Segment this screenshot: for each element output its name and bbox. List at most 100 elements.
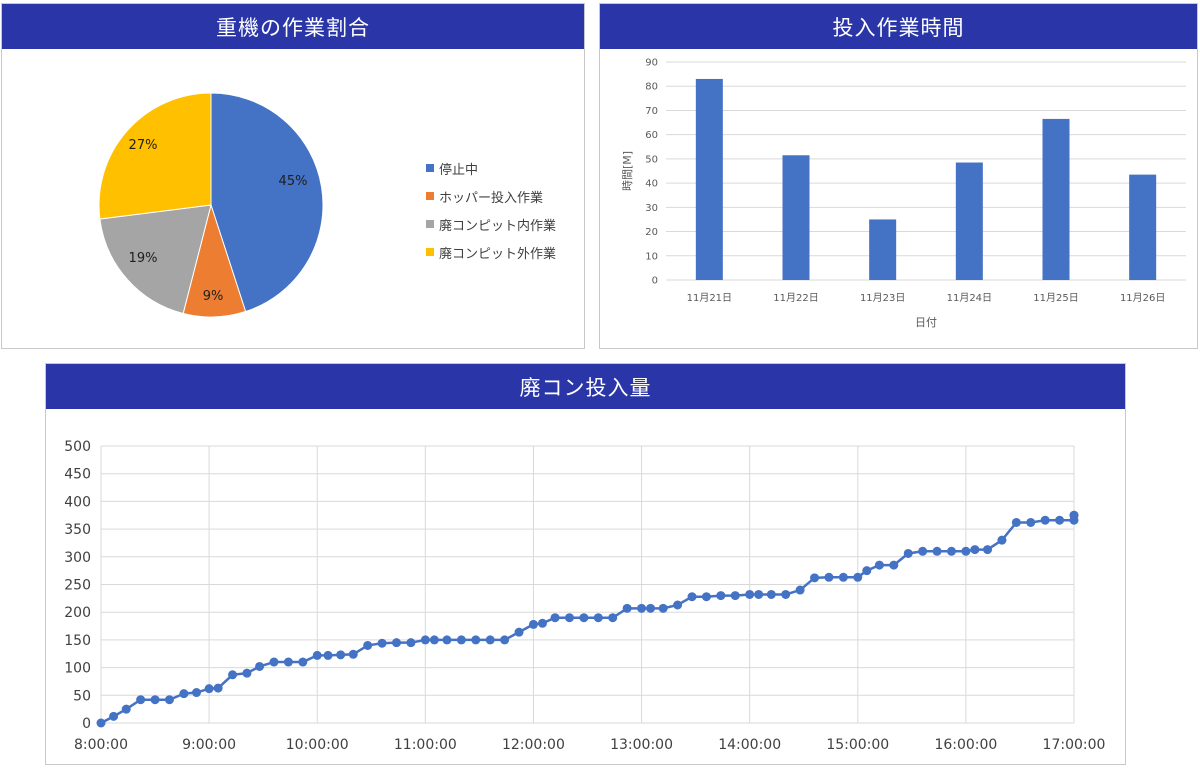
line-x-tick-label: 10:00:00 (286, 737, 349, 753)
line-point (191, 688, 201, 698)
line-point (298, 657, 308, 667)
line-point (970, 545, 980, 555)
legend-swatch-orange (426, 192, 434, 200)
line-point (730, 591, 740, 601)
line-point (1069, 510, 1079, 520)
bar-y-tick-label: 60 (645, 130, 658, 141)
bar-x-tick-label: 11月21日 (687, 292, 732, 304)
bar-chart: 0 10 20 30 40 50 60 70 80 90 11月21日 11月22日 11月23日 11月… (621, 58, 1186, 329)
line-point (593, 613, 603, 623)
line-point (795, 585, 805, 595)
bar-y-tick-label: 50 (645, 154, 658, 165)
legend-swatch-yellow (426, 248, 434, 256)
bar-y-tick-label: 70 (645, 106, 658, 117)
bar (695, 78, 723, 280)
bar-y-tick-label: 40 (645, 179, 658, 190)
line-point (204, 684, 214, 694)
line-x-tick-label: 14:00:00 (718, 737, 781, 753)
line-point (766, 589, 776, 599)
line-x-tick-label: 12:00:00 (502, 737, 565, 753)
bar-chart-panel: 投入作業時間 0 10 20 30 40 50 60 70 80 90 11月21日 11月22日 11… (599, 3, 1198, 349)
line-point (420, 635, 430, 645)
line-point (874, 560, 884, 570)
bar-y-axis-label: 時間[M] (621, 151, 634, 191)
legend-item-pit-outside: 廃コンピット外作業 (426, 238, 556, 266)
pie-slice (210, 92, 324, 313)
line-point (255, 661, 265, 671)
line-y-tick-label: 300 (64, 550, 91, 566)
legend-label: 廃コンピット外作業 (439, 246, 557, 262)
line-point (637, 603, 647, 613)
line-point (824, 572, 834, 582)
pie-chart-title: 重機の作業割合 (2, 4, 584, 49)
line-point (164, 695, 174, 705)
bar-y-tick-label: 90 (645, 58, 658, 69)
line-point (323, 650, 333, 660)
line-point (564, 613, 574, 623)
line-point (456, 635, 466, 645)
line-point (485, 635, 495, 645)
line-x-tick-label: 11:00:00 (394, 737, 457, 753)
bar-y-tick-label: 0 (652, 276, 658, 287)
line-point (179, 689, 189, 699)
pie-chart: 45% 9% 19% 27% (98, 92, 324, 318)
line-point (810, 573, 820, 583)
line-point (687, 592, 697, 602)
bar-chart-title: 投入作業時間 (600, 4, 1197, 49)
line-x-tick-label: 13:00:00 (610, 737, 673, 753)
line-y-tick-label: 50 (73, 688, 91, 704)
line-point (658, 603, 668, 613)
line-point (1011, 517, 1021, 527)
line-point (121, 704, 131, 714)
legend-label: 停止中 (439, 162, 479, 178)
line-point (537, 618, 547, 628)
line-point (646, 603, 656, 613)
line-point (946, 546, 956, 556)
legend-item-pit-inside: 廃コンピット内作業 (426, 210, 556, 238)
bar (1129, 174, 1157, 280)
line-point (622, 603, 632, 613)
line-point (853, 572, 863, 582)
legend-swatch-gray (426, 220, 434, 228)
line-point (96, 718, 106, 728)
line-point (608, 613, 618, 623)
pie-slice (99, 204, 212, 315)
bar-y-tick-label: 30 (645, 203, 658, 214)
line-point (997, 535, 1007, 545)
line-point (348, 649, 358, 659)
bar-x-tick-label: 11月25日 (1033, 292, 1078, 304)
line-point (579, 613, 589, 623)
line-y-tick-label: 150 (64, 633, 91, 649)
line-y-tick-label: 200 (64, 605, 91, 621)
line-point (889, 560, 899, 570)
line-x-tick-label: 16:00:00 (934, 737, 997, 753)
line-point (918, 546, 928, 556)
line-point (500, 635, 510, 645)
line-point (109, 711, 119, 721)
line-point (136, 695, 146, 705)
line-point (983, 545, 993, 555)
line-point (442, 635, 452, 645)
line-point (1026, 517, 1036, 527)
line-point (528, 619, 538, 629)
legend-item-hopper: ホッパー投入作業 (426, 182, 556, 210)
pie-slice (98, 92, 212, 220)
line-x-tick-label: 9:00:00 (182, 737, 236, 753)
line-y-tick-label: 0 (82, 716, 91, 732)
bar (782, 155, 810, 280)
line-y-tick-label: 250 (64, 578, 91, 594)
pie-data-label: 19% (129, 251, 158, 266)
line-point (550, 613, 560, 623)
line-y-tick-label: 450 (64, 467, 91, 483)
line-point (716, 591, 726, 601)
line-point (392, 638, 402, 648)
legend-swatch-blue (426, 164, 434, 172)
line-point (429, 635, 439, 645)
line-point (213, 683, 223, 693)
pie-chart-panel: 重機の作業割合 45% 9% 19% 27% 停止中 ホッパー投入作業 廃コンピット内… (1, 3, 585, 349)
line-point (862, 566, 872, 576)
line-x-tick-label: 8:00:00 (74, 737, 128, 753)
pie-data-label: 27% (129, 138, 158, 153)
line-point (269, 657, 279, 667)
line-point (283, 657, 293, 667)
